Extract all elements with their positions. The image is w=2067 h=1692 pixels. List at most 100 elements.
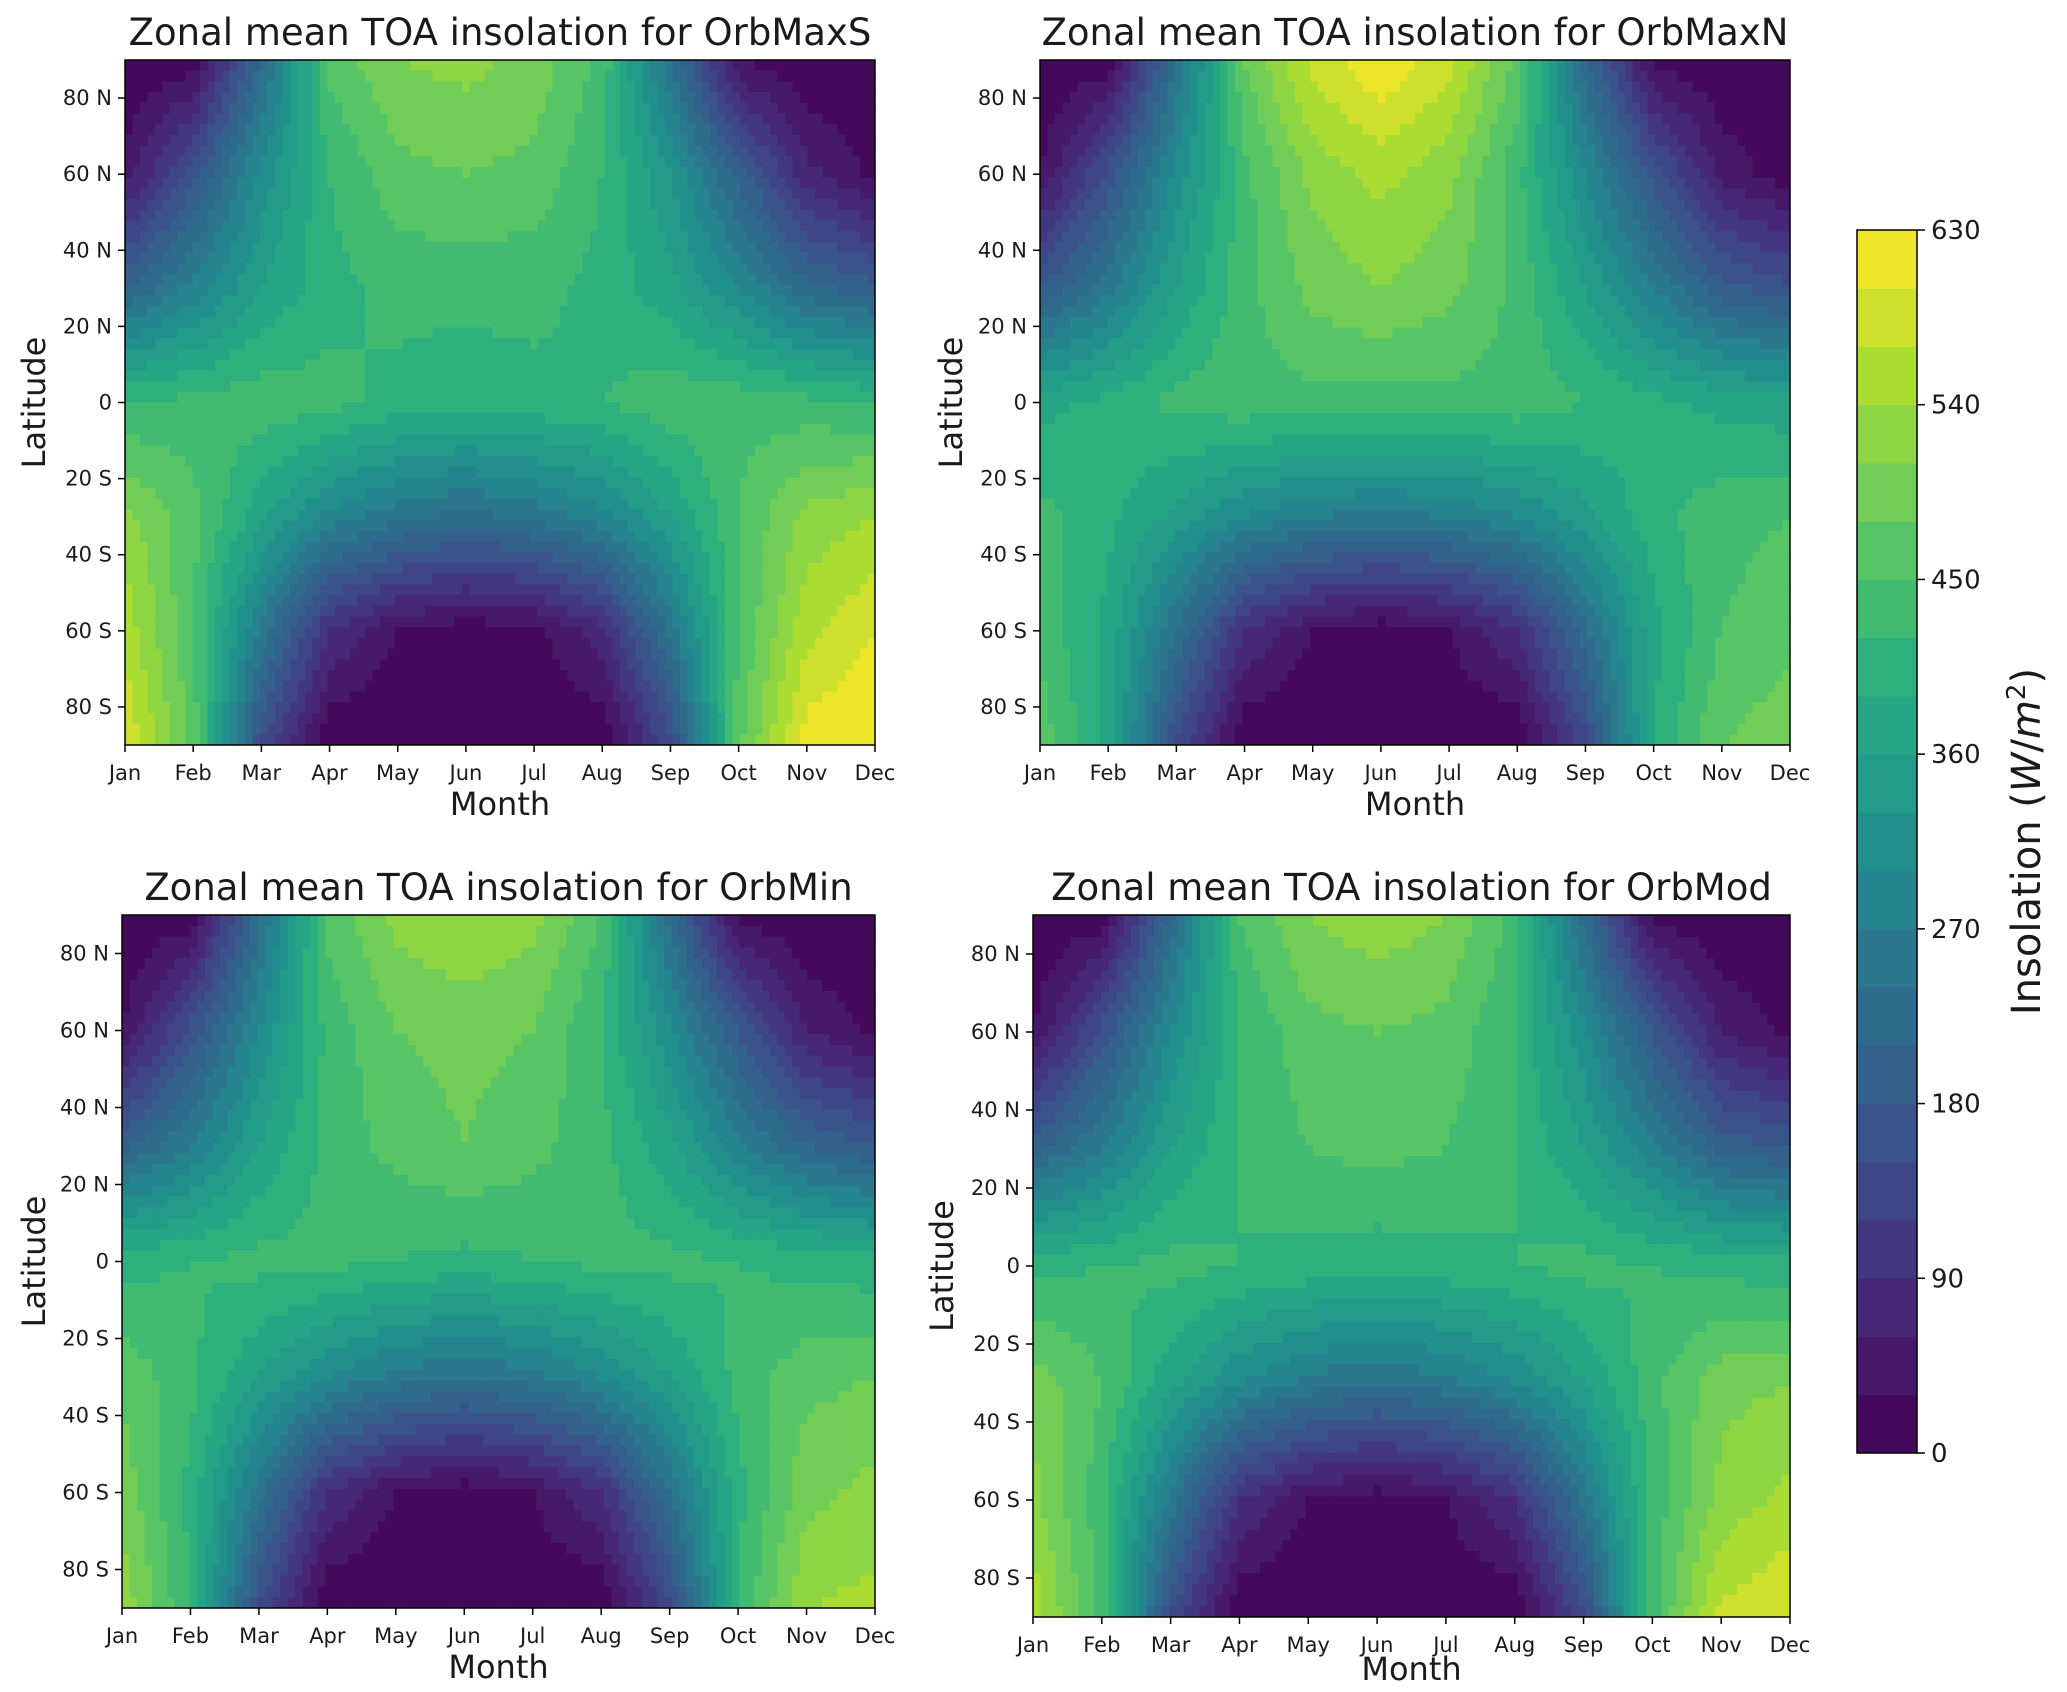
heat-cell [590, 295, 599, 307]
heat-cell [492, 466, 501, 479]
heat-cell [747, 295, 756, 307]
heat-cell [485, 402, 494, 414]
heat-cell [462, 488, 471, 500]
heat-cell [305, 359, 314, 371]
heat-cell [282, 530, 291, 543]
heat-cell [215, 381, 224, 393]
heat-cell [717, 509, 726, 521]
heat-cell [507, 92, 516, 104]
heat-cell [642, 423, 651, 436]
heat-cell [140, 477, 149, 489]
heat-cell [147, 316, 156, 329]
heat-cell [642, 60, 651, 72]
heat-cell [200, 359, 209, 371]
heat-cell [507, 102, 516, 115]
heat-cell [717, 284, 726, 297]
heat-cell [852, 338, 861, 350]
heat-cell [545, 530, 554, 543]
heat-cell [785, 573, 794, 586]
heat-cell [515, 113, 524, 125]
heat-cell [702, 359, 711, 371]
heat-cell [477, 134, 486, 147]
heat-cell [822, 60, 831, 72]
heat-cell [342, 477, 351, 489]
heat-cell [537, 134, 546, 147]
heat-cell [725, 274, 734, 286]
heat-cell [192, 359, 201, 371]
heat-cell [792, 498, 801, 511]
heat-cell [725, 231, 734, 243]
heat-cell [860, 199, 869, 211]
heat-cell [605, 284, 614, 297]
heat-cell [597, 327, 606, 339]
heat-cell [440, 327, 449, 339]
heat-cell [372, 134, 381, 147]
heat-cell [365, 167, 374, 179]
heat-cell [837, 124, 846, 136]
heat-cell [770, 327, 779, 339]
heat-cell [387, 509, 396, 521]
heat-cell [732, 381, 741, 393]
heat-cell [545, 573, 554, 586]
heat-cell [500, 316, 509, 329]
heat-cell [785, 177, 794, 190]
heat-cell [642, 177, 651, 190]
heat-cell [395, 199, 404, 211]
heat-cell [335, 541, 344, 553]
heat-cell [672, 402, 681, 414]
heat-cell [290, 70, 299, 82]
heat-cell [552, 274, 561, 286]
heat-cell [477, 274, 486, 286]
heat-cell [777, 456, 786, 468]
heat-cell [155, 199, 164, 211]
heat-cell [162, 134, 171, 147]
heat-cell [597, 456, 606, 468]
heat-cell [162, 102, 171, 115]
heat-cell [867, 231, 875, 243]
heat-cell [290, 381, 299, 393]
heat-cell [132, 348, 141, 361]
heat-cell [387, 530, 396, 543]
heat-cell [845, 466, 854, 479]
heat-cell [425, 423, 434, 436]
heat-cell [380, 488, 389, 500]
heat-cell [567, 520, 576, 532]
heat-cell [387, 145, 396, 157]
heat-cell [350, 381, 359, 393]
heat-cell [545, 520, 554, 532]
heat-cell [170, 81, 179, 93]
heat-cell [522, 92, 531, 104]
heat-cell [507, 113, 516, 125]
heat-cell [425, 488, 434, 500]
heat-cell [410, 530, 419, 543]
heat-cell [567, 434, 576, 446]
heat-cell [822, 252, 831, 264]
heat-cell [327, 338, 336, 350]
heat-cell [447, 263, 456, 275]
heat-cell [582, 70, 591, 82]
heat-cell [155, 252, 164, 264]
heat-cell [320, 209, 329, 222]
heat-cell [447, 145, 456, 157]
heat-cell [125, 60, 134, 72]
heat-cell [807, 167, 816, 179]
heat-cell [777, 220, 786, 232]
heat-cell [245, 348, 254, 361]
heat-cell [522, 541, 531, 553]
heat-cell [830, 477, 839, 489]
heat-cell [552, 402, 561, 414]
heat-cell [575, 477, 584, 489]
heat-cell [357, 381, 366, 393]
heat-cell [477, 156, 486, 168]
heat-cell [627, 573, 636, 586]
heat-cell [327, 413, 336, 425]
heat-cell [717, 402, 726, 414]
heat-cell [305, 209, 314, 222]
heat-cell [770, 188, 779, 200]
heat-cell [597, 477, 606, 489]
heat-cell [732, 509, 741, 521]
heat-cell [642, 391, 651, 404]
heat-cell [560, 60, 569, 72]
heat-cell [627, 520, 636, 532]
heat-cell [350, 209, 359, 222]
